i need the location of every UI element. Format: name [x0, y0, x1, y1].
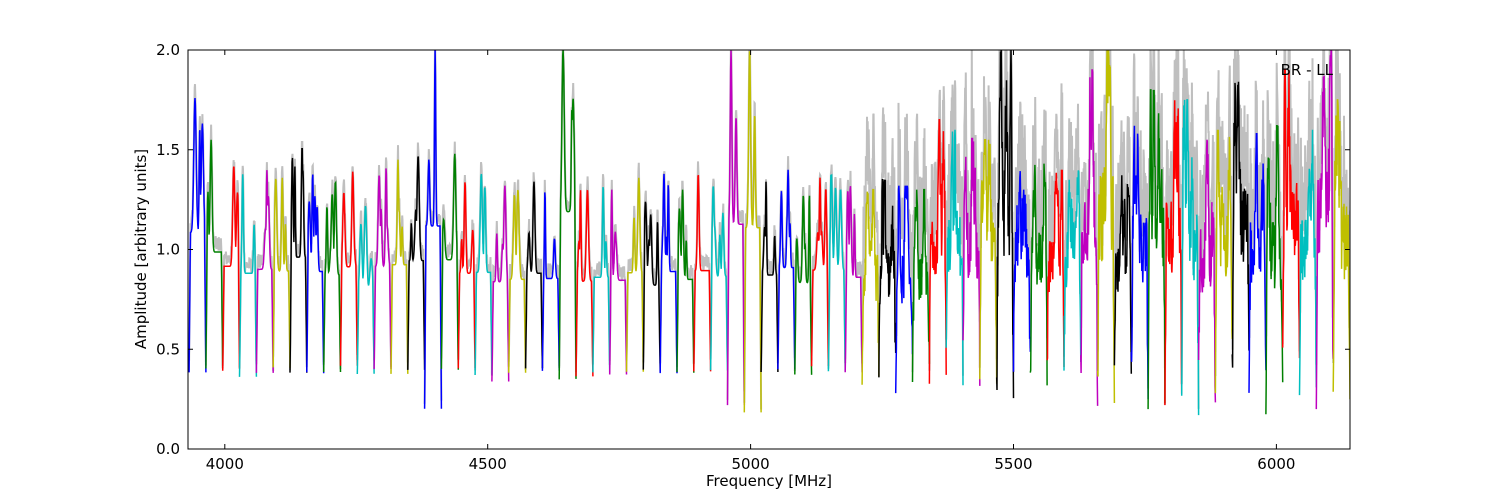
channel-line: [760, 181, 779, 373]
channel-line: [221, 166, 241, 371]
channel-line: [743, 51, 762, 413]
channel-line: [810, 177, 830, 367]
channel-line: [1248, 133, 1267, 393]
channel-line: [794, 195, 813, 375]
channel-line: [440, 153, 460, 370]
channel-line: [390, 159, 409, 374]
background-channel-line: [1029, 96, 1049, 349]
channel-line: [928, 119, 947, 384]
channel-line: [1113, 175, 1133, 374]
channel-line: [878, 178, 897, 378]
background-channel-line: [760, 179, 779, 371]
channel-line: [777, 169, 796, 370]
background-channel-line: [810, 171, 830, 359]
channel-line: [676, 189, 695, 373]
channel-line: [659, 173, 678, 374]
channel-line: [592, 186, 611, 373]
channel-line: [306, 174, 325, 374]
channel-line: [894, 185, 914, 394]
y-tick-label: 0.5: [156, 340, 180, 358]
channel-line: [289, 148, 308, 373]
y-tick-label: 2.0: [156, 41, 180, 59]
channel-line: [979, 138, 998, 384]
channel-line: [356, 205, 375, 375]
channel-line: [625, 177, 645, 372]
channel-line: [995, 50, 1015, 399]
y-tick-label: 0.0: [156, 440, 180, 458]
channel-line: [693, 174, 712, 372]
background-channel-line: [524, 172, 544, 360]
y-tick-label: 1.0: [156, 241, 180, 259]
background-channel-line: [861, 113, 880, 324]
channel-line: [1063, 170, 1082, 371]
x-tick-label: 4000: [206, 455, 244, 473]
channel-line: [1265, 125, 1284, 415]
channel-line: [1147, 89, 1166, 410]
x-axis-label: Frequency [MHz]: [706, 472, 832, 490]
channel-line: [491, 185, 510, 382]
channel-line: [507, 189, 527, 373]
channel-line: [1180, 99, 1200, 416]
channel-line: [524, 181, 544, 369]
channel-line: [1029, 163, 1048, 386]
channel-line: [188, 97, 207, 373]
channel-line: [205, 139, 224, 369]
background-channel-line: [1197, 91, 1217, 377]
channel-line: [1281, 69, 1301, 359]
chart-annotation: BR - LL: [1281, 61, 1334, 79]
y-tick-label: 1.5: [156, 141, 180, 159]
y-axis-label: Amplitude [arbitrary units]: [132, 149, 150, 349]
channel-line: [827, 173, 846, 372]
channel-line: [238, 174, 258, 377]
x-axis: 4000 4500 5000 5500 6000: [206, 50, 1295, 473]
channel-line: [373, 168, 392, 370]
channel-line: [339, 171, 359, 366]
channel-line: [423, 50, 443, 409]
background-channel-line: [1180, 50, 1200, 409]
y-axis: 0.0 0.5 1.0 1.5 2.0: [156, 41, 1350, 458]
channel-line: [726, 50, 746, 406]
channel-line: [1298, 129, 1318, 396]
channel-line: [945, 129, 964, 386]
channel-line: [558, 50, 577, 380]
x-tick-label: 5500: [994, 455, 1032, 473]
background-channel-line: [911, 113, 931, 373]
channel-line: [322, 180, 342, 373]
channel-line: [1315, 50, 1334, 410]
x-tick-label: 4500: [469, 455, 507, 473]
channel-line: [1231, 81, 1250, 368]
channel-line: [457, 182, 476, 369]
channel-line: [1197, 139, 1217, 403]
channel-line: [474, 173, 493, 376]
channel-line: [962, 137, 981, 386]
channel-line: [575, 189, 594, 377]
background-channel-line: [1214, 65, 1234, 353]
background-channel-line: [1046, 83, 1065, 339]
x-tick-label: 6000: [1257, 455, 1295, 473]
channel-line: [642, 201, 661, 372]
channel-line: [407, 156, 426, 370]
channel-line: [608, 189, 628, 375]
channel-series: [188, 50, 1350, 416]
channel-line: [1164, 100, 1183, 406]
channel-line: [541, 192, 560, 371]
channel-line: [861, 188, 880, 385]
channel-line: [1214, 129, 1233, 394]
channel-line: [911, 188, 931, 383]
channel-line: [1130, 125, 1149, 400]
channel-line: [1046, 169, 1065, 368]
channel-line: [844, 186, 863, 373]
channel-line: [1012, 171, 1032, 372]
channel-line: [255, 170, 274, 373]
channel-line: [1332, 99, 1350, 400]
background-channel-line: [1264, 62, 1284, 345]
channel-line: [272, 177, 291, 369]
x-tick-label: 5000: [732, 455, 770, 473]
channel-line: [1080, 69, 1099, 406]
channel-line: [1096, 50, 1116, 404]
channel-line: [709, 186, 729, 371]
